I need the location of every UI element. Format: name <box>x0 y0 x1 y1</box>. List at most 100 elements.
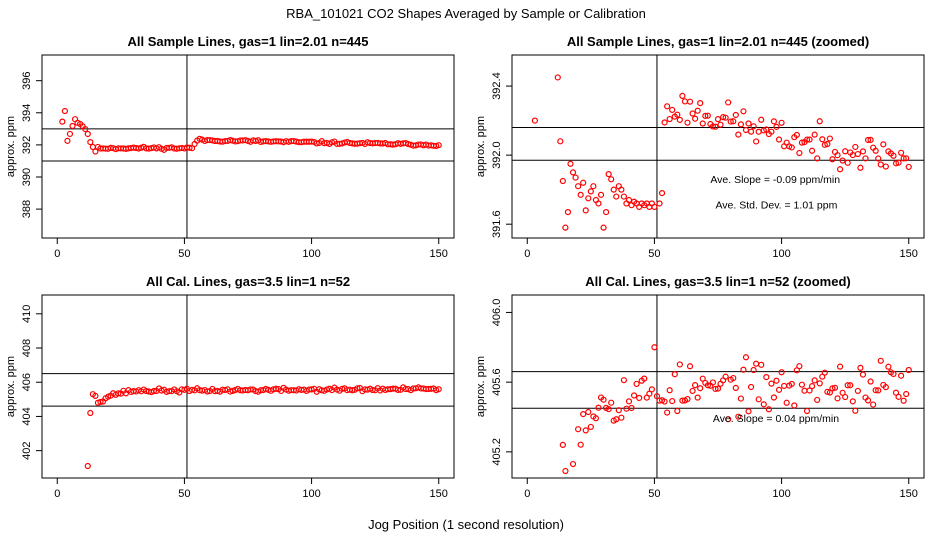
data-point <box>641 375 648 382</box>
data-point <box>559 177 566 185</box>
data-point <box>737 121 744 128</box>
data-point <box>842 148 849 155</box>
data-point <box>819 136 826 143</box>
data-point <box>808 147 816 154</box>
data-point <box>597 191 605 198</box>
data-point <box>745 120 752 127</box>
data-point <box>669 106 676 114</box>
x-tick-label: 150 <box>900 248 918 260</box>
data-point <box>569 460 577 468</box>
data-point <box>796 363 803 370</box>
panel-p3: All Cal. Lines, gas=3.5 lin=1 n=52 0 50 100… <box>5 274 455 500</box>
data-point <box>595 404 602 411</box>
data-point <box>620 193 628 200</box>
data-point <box>694 394 701 401</box>
data-point <box>890 370 897 378</box>
data-point <box>750 123 757 130</box>
data-point <box>808 383 816 390</box>
data-point <box>686 98 694 105</box>
data-point <box>788 380 795 388</box>
data-point <box>798 139 806 146</box>
data-point <box>740 108 747 115</box>
data-point <box>587 423 594 431</box>
data-point <box>760 401 767 408</box>
annotation: Ave. Slope = 0.04 ppm/min <box>713 413 839 425</box>
data-point <box>575 183 582 190</box>
y-tick-label: 405.2 <box>491 438 503 466</box>
data-point <box>590 183 597 190</box>
data-point <box>763 126 770 133</box>
data-point <box>755 128 762 135</box>
data-point <box>875 155 882 162</box>
data-point <box>816 380 823 387</box>
data-point <box>681 98 689 105</box>
data-point <box>582 427 589 434</box>
data-point <box>562 467 569 475</box>
data-point <box>803 407 811 415</box>
data-point <box>758 361 765 368</box>
data-point <box>186 144 193 151</box>
data-point <box>651 203 658 211</box>
data-point <box>768 380 775 387</box>
data-point <box>903 155 910 162</box>
data-point <box>669 397 676 405</box>
data-point <box>435 386 442 393</box>
data-point <box>857 364 864 371</box>
data-point <box>770 118 778 125</box>
data-point <box>859 148 867 155</box>
data-point <box>831 384 839 391</box>
data-point <box>313 140 320 147</box>
data-point <box>674 407 681 415</box>
data-point <box>885 363 892 370</box>
data-point <box>806 387 813 394</box>
data-point <box>900 155 907 162</box>
data-point <box>719 114 727 121</box>
data-point <box>857 164 864 171</box>
data-point <box>595 200 602 207</box>
data-point <box>69 122 76 130</box>
data-point <box>704 382 711 389</box>
y-axis-label: approx. ppm <box>5 356 17 417</box>
data-point <box>898 149 905 156</box>
data-point <box>722 373 729 380</box>
data-point <box>684 395 691 403</box>
data-point <box>625 398 633 405</box>
data-point <box>839 157 846 164</box>
x-tick-label: 100 <box>302 488 320 500</box>
data-point <box>66 130 74 138</box>
data-point <box>732 384 739 391</box>
plot-frame <box>41 294 455 479</box>
data-point <box>674 111 681 118</box>
data-point <box>753 138 760 145</box>
data-point <box>658 190 666 197</box>
data-point <box>664 103 671 110</box>
x-tick-label: 150 <box>900 488 918 500</box>
data-point <box>661 119 668 126</box>
x-tick-label: 50 <box>648 248 660 260</box>
data-point <box>737 395 744 402</box>
x-tick-label: 50 <box>178 488 190 500</box>
data-point <box>692 382 699 389</box>
data-point <box>781 382 788 390</box>
data-point <box>775 386 783 393</box>
data-point <box>852 143 859 151</box>
data-point <box>620 377 628 384</box>
data-point <box>803 136 811 143</box>
data-point <box>618 186 625 193</box>
data-point <box>615 407 622 414</box>
data-point <box>892 160 900 167</box>
data-point <box>775 136 783 143</box>
annotation: Ave. Std. Dev. = 1.01 ppm <box>715 200 837 212</box>
data-point <box>84 462 91 470</box>
y-tick-label: 390 <box>21 168 33 186</box>
data-point <box>758 116 765 123</box>
data-point <box>880 141 887 148</box>
data-point <box>796 149 803 157</box>
panel-p2: All Sample Lines, gas=1 lin=2.01 n=445 (… <box>475 34 925 260</box>
data-point <box>732 111 739 119</box>
x-tick-label: 0 <box>524 248 530 260</box>
x-tick-label: 150 <box>430 488 448 500</box>
figure-title: RBA_101021 CO2 Shapes Averaged by Sample… <box>286 6 646 21</box>
data-point <box>166 388 173 395</box>
data-point <box>679 92 686 99</box>
